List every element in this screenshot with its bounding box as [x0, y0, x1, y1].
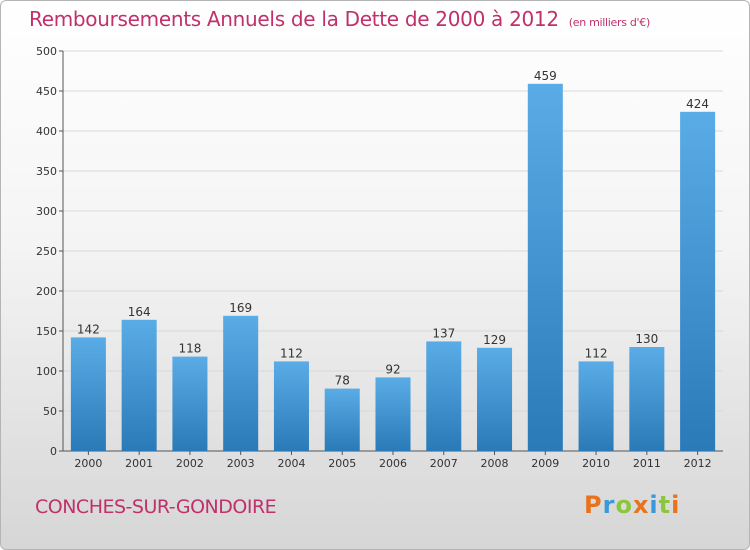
- logo-letter: t: [658, 491, 672, 519]
- chart-title: Remboursements Annuels de la Dette de 20…: [29, 7, 650, 31]
- bar: [629, 347, 665, 451]
- logo-letter: i: [649, 491, 659, 519]
- chart-subtitle: (en milliers d'€): [568, 16, 650, 29]
- bar: [375, 377, 411, 451]
- y-tick-label: 50: [43, 405, 57, 418]
- bar: [273, 361, 309, 451]
- labels: 0 50 100 150 200 250 300 350 400 450 500 2000 142 200…: [36, 45, 712, 470]
- y-tick-label: 400: [36, 125, 57, 138]
- data-label: 129: [483, 333, 506, 347]
- data-label: 164: [128, 305, 151, 319]
- bar: [70, 337, 106, 451]
- logo-letter: r: [602, 491, 616, 519]
- x-tick-label: 2004: [277, 457, 305, 470]
- data-label: 112: [280, 346, 303, 360]
- x-tick-label: 2007: [430, 457, 458, 470]
- y-tick-label: 200: [36, 285, 57, 298]
- data-label: 142: [77, 322, 100, 336]
- x-tick-label: 2011: [633, 457, 661, 470]
- data-label: 78: [335, 374, 350, 388]
- x-tick-label: 2003: [227, 457, 255, 470]
- x-tick-label: 2002: [176, 457, 204, 470]
- data-label: 92: [385, 362, 400, 376]
- proxiti-logo: Proxiti: [584, 491, 680, 519]
- x-tick-label: 2001: [125, 457, 153, 470]
- logo-letter: P: [584, 491, 603, 519]
- x-tick-label: 2006: [379, 457, 407, 470]
- chart-title-text: Remboursements Annuels de la Dette de 20…: [29, 7, 559, 31]
- y-tick-label: 0: [50, 445, 57, 458]
- data-label: 459: [534, 69, 557, 83]
- bar: [223, 315, 259, 451]
- bar: [527, 83, 563, 452]
- x-tick-label: 2005: [328, 457, 356, 470]
- x-tick-label: 2000: [74, 457, 102, 470]
- data-label: 169: [229, 301, 252, 315]
- commune-name: CONCHES-SUR-GONDOIRE: [35, 496, 277, 518]
- grid-lines: [63, 50, 723, 412]
- y-tick-label: 150: [36, 325, 57, 338]
- bars: [70, 83, 716, 452]
- bar: [426, 341, 462, 451]
- y-tick-label: 500: [36, 45, 57, 58]
- x-tick-label: 2009: [531, 457, 559, 470]
- y-tick-label: 100: [36, 365, 57, 378]
- logo-letter: o: [615, 491, 633, 519]
- logo-letter: i: [671, 491, 681, 519]
- data-label: 118: [178, 342, 201, 356]
- bar: [324, 388, 360, 451]
- y-tick-label: 300: [36, 205, 57, 218]
- logo-letter: x: [632, 491, 650, 519]
- bar: [172, 356, 208, 451]
- bar: [477, 347, 513, 451]
- x-tick-label: 2008: [481, 457, 509, 470]
- bar: [578, 361, 614, 451]
- data-label: 130: [635, 332, 658, 346]
- data-label: 424: [686, 97, 709, 111]
- bar: [680, 111, 716, 452]
- x-tick-label: 2012: [684, 457, 712, 470]
- bar: [121, 319, 157, 451]
- y-tick-label: 450: [36, 85, 57, 98]
- data-label: 137: [432, 326, 455, 340]
- y-tick-label: 350: [36, 165, 57, 178]
- x-tick-label: 2010: [582, 457, 610, 470]
- data-label: 112: [585, 346, 608, 360]
- y-tick-label: 250: [36, 245, 57, 258]
